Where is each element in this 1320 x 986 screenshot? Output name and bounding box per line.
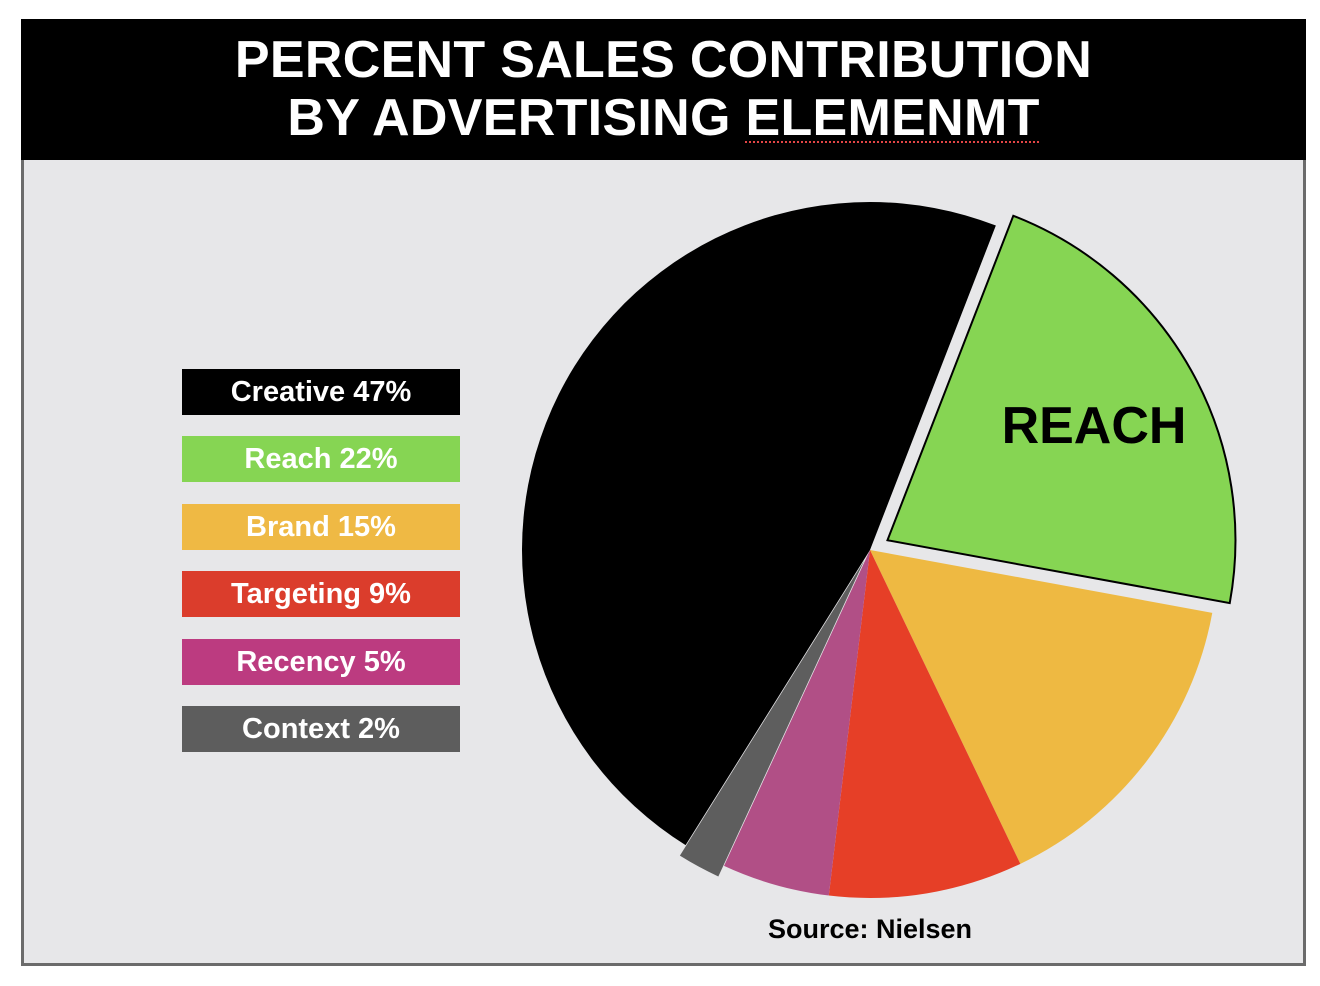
source-note: Source: Nielsen bbox=[767, 914, 973, 944]
pie-slice-creative bbox=[521, 201, 996, 846]
chart-title-line-1: PERCENT SALES CONTRIBUTION bbox=[234, 31, 1093, 89]
chart-title-misspelled-word: ELEMENMT bbox=[745, 89, 1040, 147]
pie-slice-reach bbox=[886, 214, 1237, 605]
chart-title-line-2-prefix: BY ADVERTISING bbox=[287, 89, 746, 147]
legend: Creative 47% Reach 22% Brand 15% Targeting … bbox=[182, 369, 460, 773]
legend-item-creative: Creative 47% bbox=[182, 369, 460, 415]
pie-slice-context bbox=[679, 560, 865, 877]
legend-item-context: Context 2% bbox=[182, 705, 460, 752]
pie-slice-recency bbox=[724, 550, 870, 896]
legend-item-targeting: Targeting 9% bbox=[182, 571, 460, 618]
legend-item-recency: Recency 5% bbox=[182, 638, 460, 685]
pie-slice-brand bbox=[870, 550, 1213, 864]
legend-item-brand: Brand 15% bbox=[182, 503, 460, 550]
chart-title-bar: PERCENT SALES CONTRIBUTION BY ADVERTISIN… bbox=[21, 19, 1306, 160]
chart-title-line-2: BY ADVERTISING ELEMENMT bbox=[21, 89, 1306, 147]
legend-item-reach: Reach 22% bbox=[182, 436, 460, 483]
pie-slice-label-reach: REACH bbox=[1002, 397, 1187, 455]
pie-slice-targeting bbox=[828, 550, 1021, 898]
